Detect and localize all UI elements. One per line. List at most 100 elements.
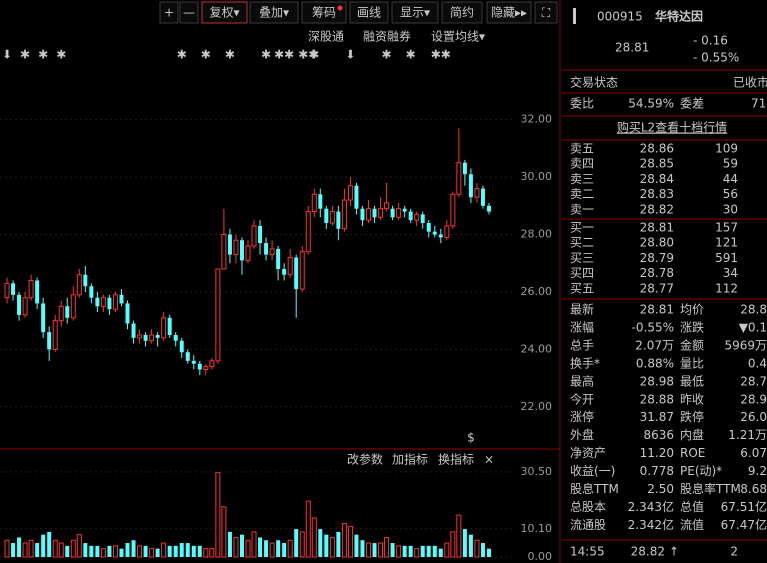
volume-bar: [384, 536, 390, 558]
toolbar-link[interactable]: 融资融券: [363, 29, 411, 44]
toolbar-button[interactable]: [391, 1, 439, 24]
stat-label: 今开: [570, 391, 594, 406]
indicator-tool[interactable]: ×: [484, 453, 494, 467]
volume-bar: [155, 548, 160, 557]
l2-link[interactable]: 购买L2查看十档行情: [617, 120, 727, 135]
candle-body: [100, 297, 106, 307]
toolbar-label[interactable]: 隐藏▸▸: [491, 6, 527, 20]
volume-bar: [336, 531, 341, 557]
toolbar-label[interactable]: 简约: [450, 5, 474, 20]
volume-bar: [318, 529, 323, 557]
toolbar-button[interactable]: [159, 1, 179, 24]
event-marker[interactable]: ✱: [406, 48, 416, 62]
event-marker[interactable]: ✱✱: [298, 48, 318, 62]
toolbar-label[interactable]: —: [183, 6, 195, 20]
toolbar-button[interactable]: [301, 1, 347, 24]
candle-body: [41, 303, 46, 333]
candle-body: [52, 320, 58, 350]
event-marker[interactable]: ✱: [20, 48, 30, 62]
volume-bar: [245, 539, 251, 558]
toolbar-label[interactable]: 显示▾: [400, 6, 430, 20]
indicator-tool[interactable]: 改参数: [347, 452, 383, 467]
volume-bar: [324, 534, 329, 557]
volume-bar: [143, 545, 148, 557]
candle-body: [365, 208, 371, 221]
event-marker[interactable]: ✱: [309, 48, 319, 62]
stat-label: 内盘: [680, 427, 704, 442]
stat-label: 最低: [680, 374, 704, 388]
volume-bar: [258, 537, 263, 557]
candle-body: [414, 213, 420, 221]
toolbar-button[interactable]: [349, 1, 389, 24]
event-marker[interactable]: ✱: [56, 48, 66, 62]
volume-bar: [414, 548, 420, 558]
stat-value: 6.07: [740, 446, 767, 460]
event-marker[interactable]: ✱: [38, 48, 48, 62]
volume-bar: [203, 548, 209, 558]
book-price: 28.86: [640, 142, 674, 156]
volume-bar: [58, 542, 64, 558]
volume-bar: [125, 543, 130, 557]
stock-name: 华特达因: [655, 9, 703, 24]
stat-label: 换手*: [570, 356, 600, 370]
stat-value: 0.4: [748, 356, 767, 370]
toolbar-button[interactable]: [201, 1, 248, 24]
volume-bar: [390, 543, 395, 557]
volume-bar: [209, 548, 215, 558]
stat-label: PE(动)*: [680, 464, 722, 478]
book-volume: 109: [715, 142, 738, 156]
stat-value: -0.55%: [632, 320, 674, 334]
tick-price: 28.82: [631, 545, 665, 559]
toolbar-link[interactable]: 设置均线▾: [431, 30, 485, 44]
volume-bar: [426, 545, 431, 557]
event-marker[interactable]: ✱✱: [431, 48, 451, 62]
volume-bar: [215, 472, 221, 558]
volume-bar: [52, 539, 58, 558]
toolbar-button[interactable]: [486, 1, 532, 24]
volume-bar: [438, 548, 443, 557]
toolbar-button[interactable]: [249, 1, 299, 24]
y-tick-label: 30.00: [521, 170, 553, 183]
toolbar-label[interactable]: 复权▾: [209, 6, 239, 20]
event-marker[interactable]: ⬇: [2, 48, 12, 62]
candle-body: [197, 363, 202, 370]
candle-body: [221, 234, 227, 270]
volume-bar: [161, 542, 167, 558]
event-marker[interactable]: ✱: [225, 48, 235, 62]
book-price: 28.79: [640, 251, 674, 265]
candle-body: [438, 234, 443, 238]
stock-code: 000915: [597, 10, 643, 24]
toolbar-label[interactable]: 画线: [357, 6, 381, 20]
toolbar-button[interactable]: [534, 1, 558, 24]
event-marker[interactable]: ✱: [382, 48, 392, 62]
volume-bar: [264, 540, 269, 557]
stat-value: 28.9: [740, 392, 767, 406]
stat-value: 28.7: [740, 374, 767, 388]
event-marker[interactable]: ⬇: [345, 48, 355, 62]
indicator-tool[interactable]: 换指标: [438, 452, 474, 467]
indicator-tool[interactable]: 加指标: [392, 452, 428, 467]
candle-body: [258, 225, 263, 244]
stat-label: 总手: [570, 338, 594, 352]
toolbar-label[interactable]: ⛶: [541, 6, 551, 20]
stat-label: 流值: [680, 517, 704, 532]
toolbar-button[interactable]: [441, 1, 483, 24]
toolbar-link[interactable]: 深股通: [308, 30, 344, 44]
stat-value: 28.8: [740, 303, 767, 317]
stat-value: 2.07万: [635, 338, 674, 352]
toolbar-label[interactable]: 筹码: [312, 6, 336, 20]
toolbar-button[interactable]: [179, 1, 199, 24]
signal-marker[interactable]: $: [467, 431, 475, 445]
event-marker[interactable]: ✱: [261, 48, 271, 62]
event-marker[interactable]: ✱: [201, 48, 211, 62]
toolbar-label[interactable]: 叠加▾: [259, 6, 289, 20]
stat-label: 金额: [680, 337, 704, 352]
candle-body: [432, 231, 437, 235]
event-marker[interactable]: ✱: [177, 48, 187, 62]
candle-body: [125, 303, 130, 324]
stat-value: 2.343亿: [628, 499, 674, 514]
event-marker[interactable]: ✱✱: [274, 48, 294, 62]
toolbar-label[interactable]: +: [164, 6, 174, 20]
